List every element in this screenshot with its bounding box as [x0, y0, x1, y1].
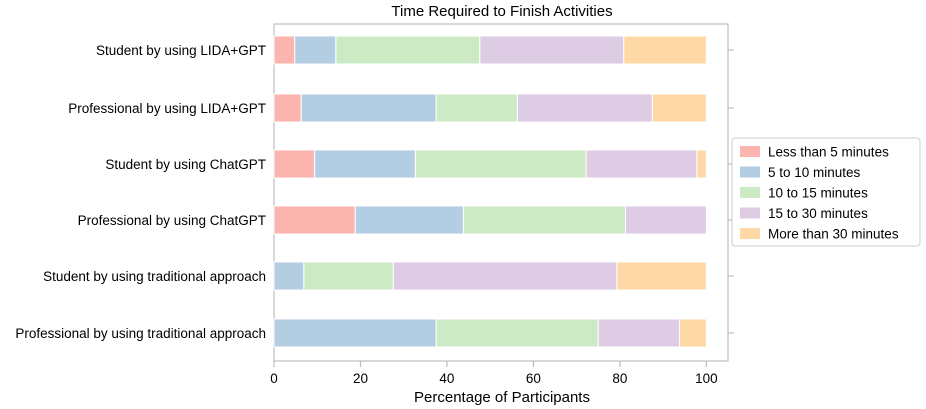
bar-segment	[516, 93, 653, 123]
bar-segment	[625, 205, 707, 235]
x-axis-label: Percentage of Participants	[414, 389, 590, 406]
legend-swatch	[740, 187, 760, 198]
bar-segment	[585, 149, 698, 179]
legend-label: More than 30 minutes	[768, 227, 899, 242]
x-tick-label: 0	[270, 371, 278, 386]
bar-segment	[273, 205, 356, 235]
x-axis: 0 20 40 60 80 100	[270, 361, 718, 386]
legend-swatch	[740, 166, 760, 178]
bar-segment	[294, 35, 337, 65]
bar-segment	[679, 318, 707, 348]
plot-area-frame	[273, 23, 729, 362]
bar-group	[273, 35, 707, 348]
x-tick-label: 100	[695, 371, 718, 386]
legend-label: 15 to 30 minutes	[768, 206, 868, 221]
y-axis-labels: Student by using LIDA+GPT Professional by…	[15, 43, 734, 341]
bar-segment	[314, 149, 416, 179]
bar-segment	[435, 93, 518, 123]
legend-label: 10 to 15 minutes	[768, 186, 868, 201]
chart-title: Time Required to Finish Activities	[391, 3, 612, 20]
bar-segment	[273, 318, 437, 348]
legend-swatch	[740, 146, 760, 157]
bar-segment	[479, 35, 625, 65]
x-tick-label: 20	[353, 371, 368, 386]
bar-segment	[597, 318, 681, 348]
bar-segment	[273, 93, 302, 123]
x-tick-label: 60	[526, 371, 541, 386]
y-tick-label: Student by using LIDA+GPT	[96, 43, 266, 58]
bar-segment	[696, 149, 707, 179]
x-tick-label: 80	[612, 371, 627, 386]
bar-segment	[651, 93, 707, 123]
x-tick-label: 40	[439, 371, 454, 386]
bar-segment	[354, 205, 464, 235]
bar-segment	[300, 93, 437, 123]
bar-segment	[335, 35, 481, 65]
bar-segment	[303, 261, 394, 291]
legend-swatch	[740, 228, 760, 239]
legend-label: 5 to 10 minutes	[768, 165, 861, 180]
bar-segment	[435, 318, 599, 348]
bar-segment	[273, 261, 305, 291]
legend: Less than 5 minutes 5 to 10 minutes 10 to …	[731, 137, 921, 247]
bar-segment	[273, 149, 316, 179]
y-tick-label: Professional by using ChatGPT	[78, 213, 266, 228]
bar-segment	[414, 149, 587, 179]
bar-segment	[392, 261, 618, 291]
bar-segment	[273, 35, 296, 65]
legend-box	[731, 137, 921, 247]
bar-segment	[616, 261, 707, 291]
bar-segment	[623, 35, 707, 65]
y-tick-label: Student by using traditional approach	[43, 269, 266, 284]
y-tick-label: Professional by using LIDA+GPT	[68, 101, 266, 116]
legend-label: Less than 5 minutes	[768, 145, 889, 160]
y-tick-label: Student by using ChatGPT	[105, 157, 266, 172]
legend-swatch	[740, 207, 760, 219]
y-tick-label: Professional by using traditional approa…	[15, 326, 266, 341]
bar-segment	[462, 205, 627, 235]
